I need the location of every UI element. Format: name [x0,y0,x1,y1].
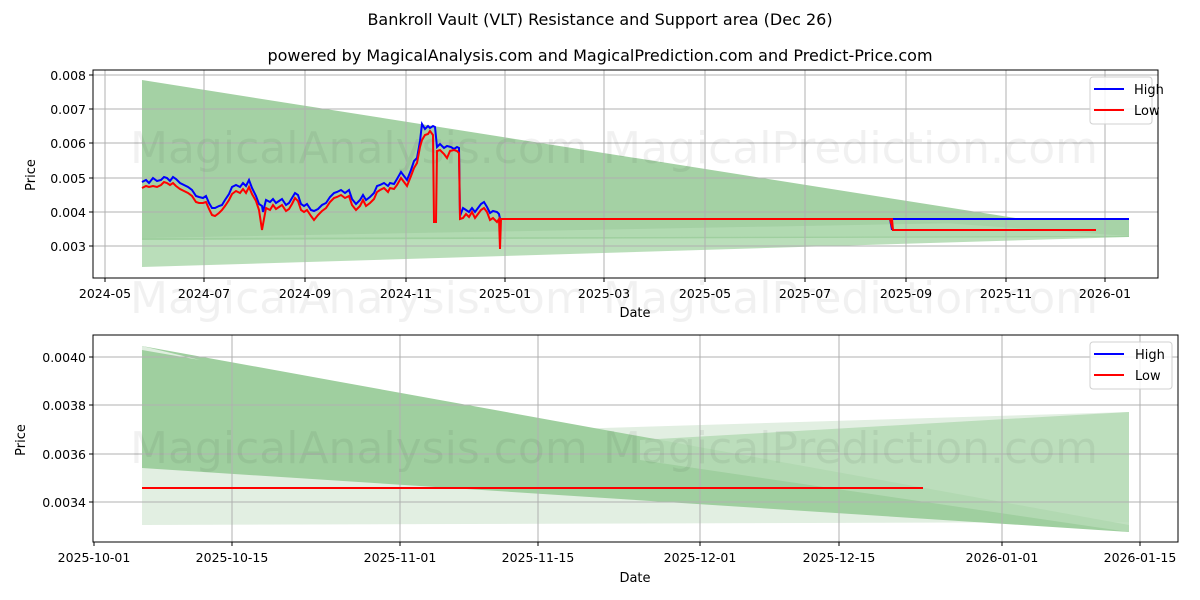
grid-lines [93,70,1158,278]
legend-high-label: High [1134,83,1164,98]
legend-high-label: High [1135,348,1165,363]
top-plot-frame [92,69,1159,279]
svg-text:0.0036: 0.0036 [42,447,86,462]
top-chart: MagicalAnalysis.com MagicalPrediction.co… [24,68,1164,324]
bottom-legend: High Low [1089,341,1173,390]
bottom-x-axis: 2025-10-01 2025-10-15 2025-11-01 2025-11… [58,542,1177,565]
watermark-analysis-2: MagicalAnalysis.com [130,273,588,324]
svg-text:2026-01: 2026-01 [1079,286,1131,301]
bottom-chart: MagicalAnalysis.com MagicalPrediction.co… [14,334,1179,586]
svg-text:2025-10-15: 2025-10-15 [196,550,269,565]
svg-text:0.0038: 0.0038 [42,398,86,413]
svg-text:0.004: 0.004 [50,205,86,220]
svg-text:0.0040: 0.0040 [42,350,86,365]
svg-text:2025-12-15: 2025-12-15 [803,550,876,565]
grid-lines-bottom [93,335,1178,542]
svg-text:2026-01-15: 2026-01-15 [1104,550,1177,565]
support-band [142,220,1129,267]
svg-text:2025-11: 2025-11 [980,286,1032,301]
legend-low-label: Low [1134,104,1160,119]
low-line [141,129,1096,250]
svg-text:2025-10-01: 2025-10-01 [58,550,131,565]
top-x-axis: 2024-05 2024-07 2024-09 2024-11 2025-01 … [79,278,1131,301]
svg-text:2024-11: 2024-11 [380,286,432,301]
svg-text:2025-09: 2025-09 [880,286,932,301]
chart-subtitle: powered by MagicalAnalysis.com and Magic… [267,46,933,65]
svg-text:2025-01: 2025-01 [479,286,531,301]
chart-title: Bankroll Vault (VLT) Resistance and Supp… [367,10,833,29]
svg-text:2024-05: 2024-05 [79,286,131,301]
svg-text:2025-07: 2025-07 [779,286,831,301]
svg-text:2025-11-15: 2025-11-15 [502,550,575,565]
svg-text:2026-01-01: 2026-01-01 [966,550,1039,565]
high-line [141,120,1129,220]
bottom-plot-frame [92,334,1179,543]
bottom-y-label: Price [14,424,29,456]
svg-text:2025-05: 2025-05 [679,286,731,301]
svg-text:2025-12-01: 2025-12-01 [664,550,737,565]
svg-text:2024-09: 2024-09 [279,286,331,301]
svg-text:0.003: 0.003 [50,239,86,254]
svg-text:0.006: 0.006 [50,136,86,151]
svg-text:0.0034: 0.0034 [42,495,86,510]
resistance-band [142,80,1129,238]
svg-text:2025-03: 2025-03 [578,286,630,301]
top-y-label: Price [24,159,39,191]
bottom-x-label: Date [619,571,650,586]
top-x-label: Date [619,306,650,321]
legend-low-label: Low [1135,369,1161,384]
top-legend: High Low [1089,76,1164,125]
svg-text:0.005: 0.005 [50,171,86,186]
bottom-y-axis: 0.0040 0.0038 0.0036 0.0034 [42,350,93,510]
svg-text:0.007: 0.007 [50,102,86,117]
svg-text:0.008: 0.008 [50,68,86,83]
watermark-analysis: MagicalAnalysis.com [130,123,588,174]
top-y-axis: 0.008 0.007 0.006 0.005 0.004 0.003 [50,68,93,254]
svg-text:2025-11-01: 2025-11-01 [364,550,437,565]
watermark-analysis-3: MagicalAnalysis.com [130,423,588,474]
resistance-band-tail [900,220,1129,236]
watermark-prediction-3: MagicalPrediction.com [603,423,1098,474]
watermark-prediction-2: MagicalPrediction.com [603,273,1098,324]
svg-text:2024-07: 2024-07 [178,286,230,301]
watermark-prediction: MagicalPrediction.com [603,123,1098,174]
